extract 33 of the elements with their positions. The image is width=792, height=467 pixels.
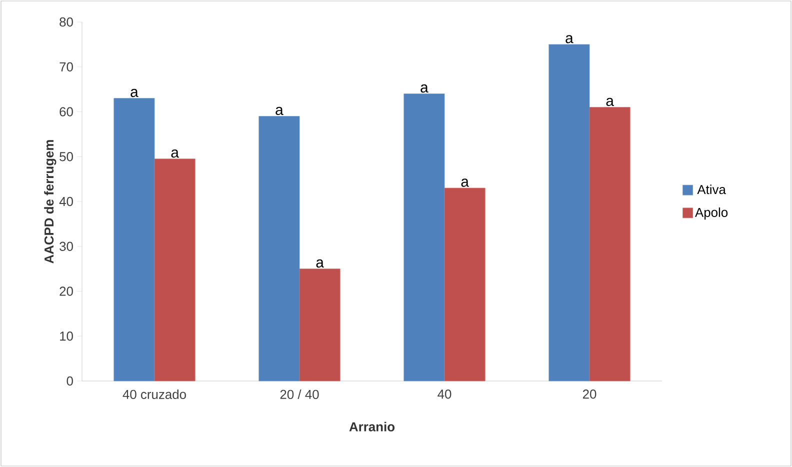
data-label: a xyxy=(420,84,428,93)
data-label: a xyxy=(171,149,179,158)
bar xyxy=(404,94,445,382)
y-axis-title: AACPD de ferrugem xyxy=(44,140,56,264)
y-tick-label: 60 xyxy=(60,107,73,116)
bar xyxy=(589,107,630,382)
bar xyxy=(299,268,340,382)
legend-label: Apolo xyxy=(695,207,728,220)
data-label: a xyxy=(566,35,574,44)
y-tick-label: 80 xyxy=(60,17,73,27)
y-tick-label: 10 xyxy=(60,332,73,341)
data-label: a xyxy=(461,178,469,187)
data-label: a xyxy=(276,106,284,116)
y-tick-label: 20 xyxy=(60,286,73,296)
bar xyxy=(548,44,590,382)
bar xyxy=(444,188,486,382)
y-tick-label: 0 xyxy=(66,376,73,386)
x-tick-label: 20 xyxy=(582,390,596,399)
x-axis-title: Arranio xyxy=(349,422,395,432)
data-label: a xyxy=(130,88,138,98)
legend-label: Ativa xyxy=(697,184,726,194)
data-label: a xyxy=(316,259,324,268)
x-tick-label: 20 / 40 xyxy=(280,390,319,400)
bar xyxy=(154,158,196,382)
y-tick-label: 30 xyxy=(60,242,73,251)
bar xyxy=(114,98,155,382)
y-tick-label: 50 xyxy=(60,152,73,162)
x-tick-label: 40 cruzado xyxy=(122,390,186,400)
y-tick-label: 40 xyxy=(59,196,73,206)
y-tick-label: 70 xyxy=(60,62,73,72)
bar xyxy=(258,116,300,382)
x-tick-label: 40 xyxy=(438,390,452,399)
data-label: a xyxy=(606,98,614,106)
